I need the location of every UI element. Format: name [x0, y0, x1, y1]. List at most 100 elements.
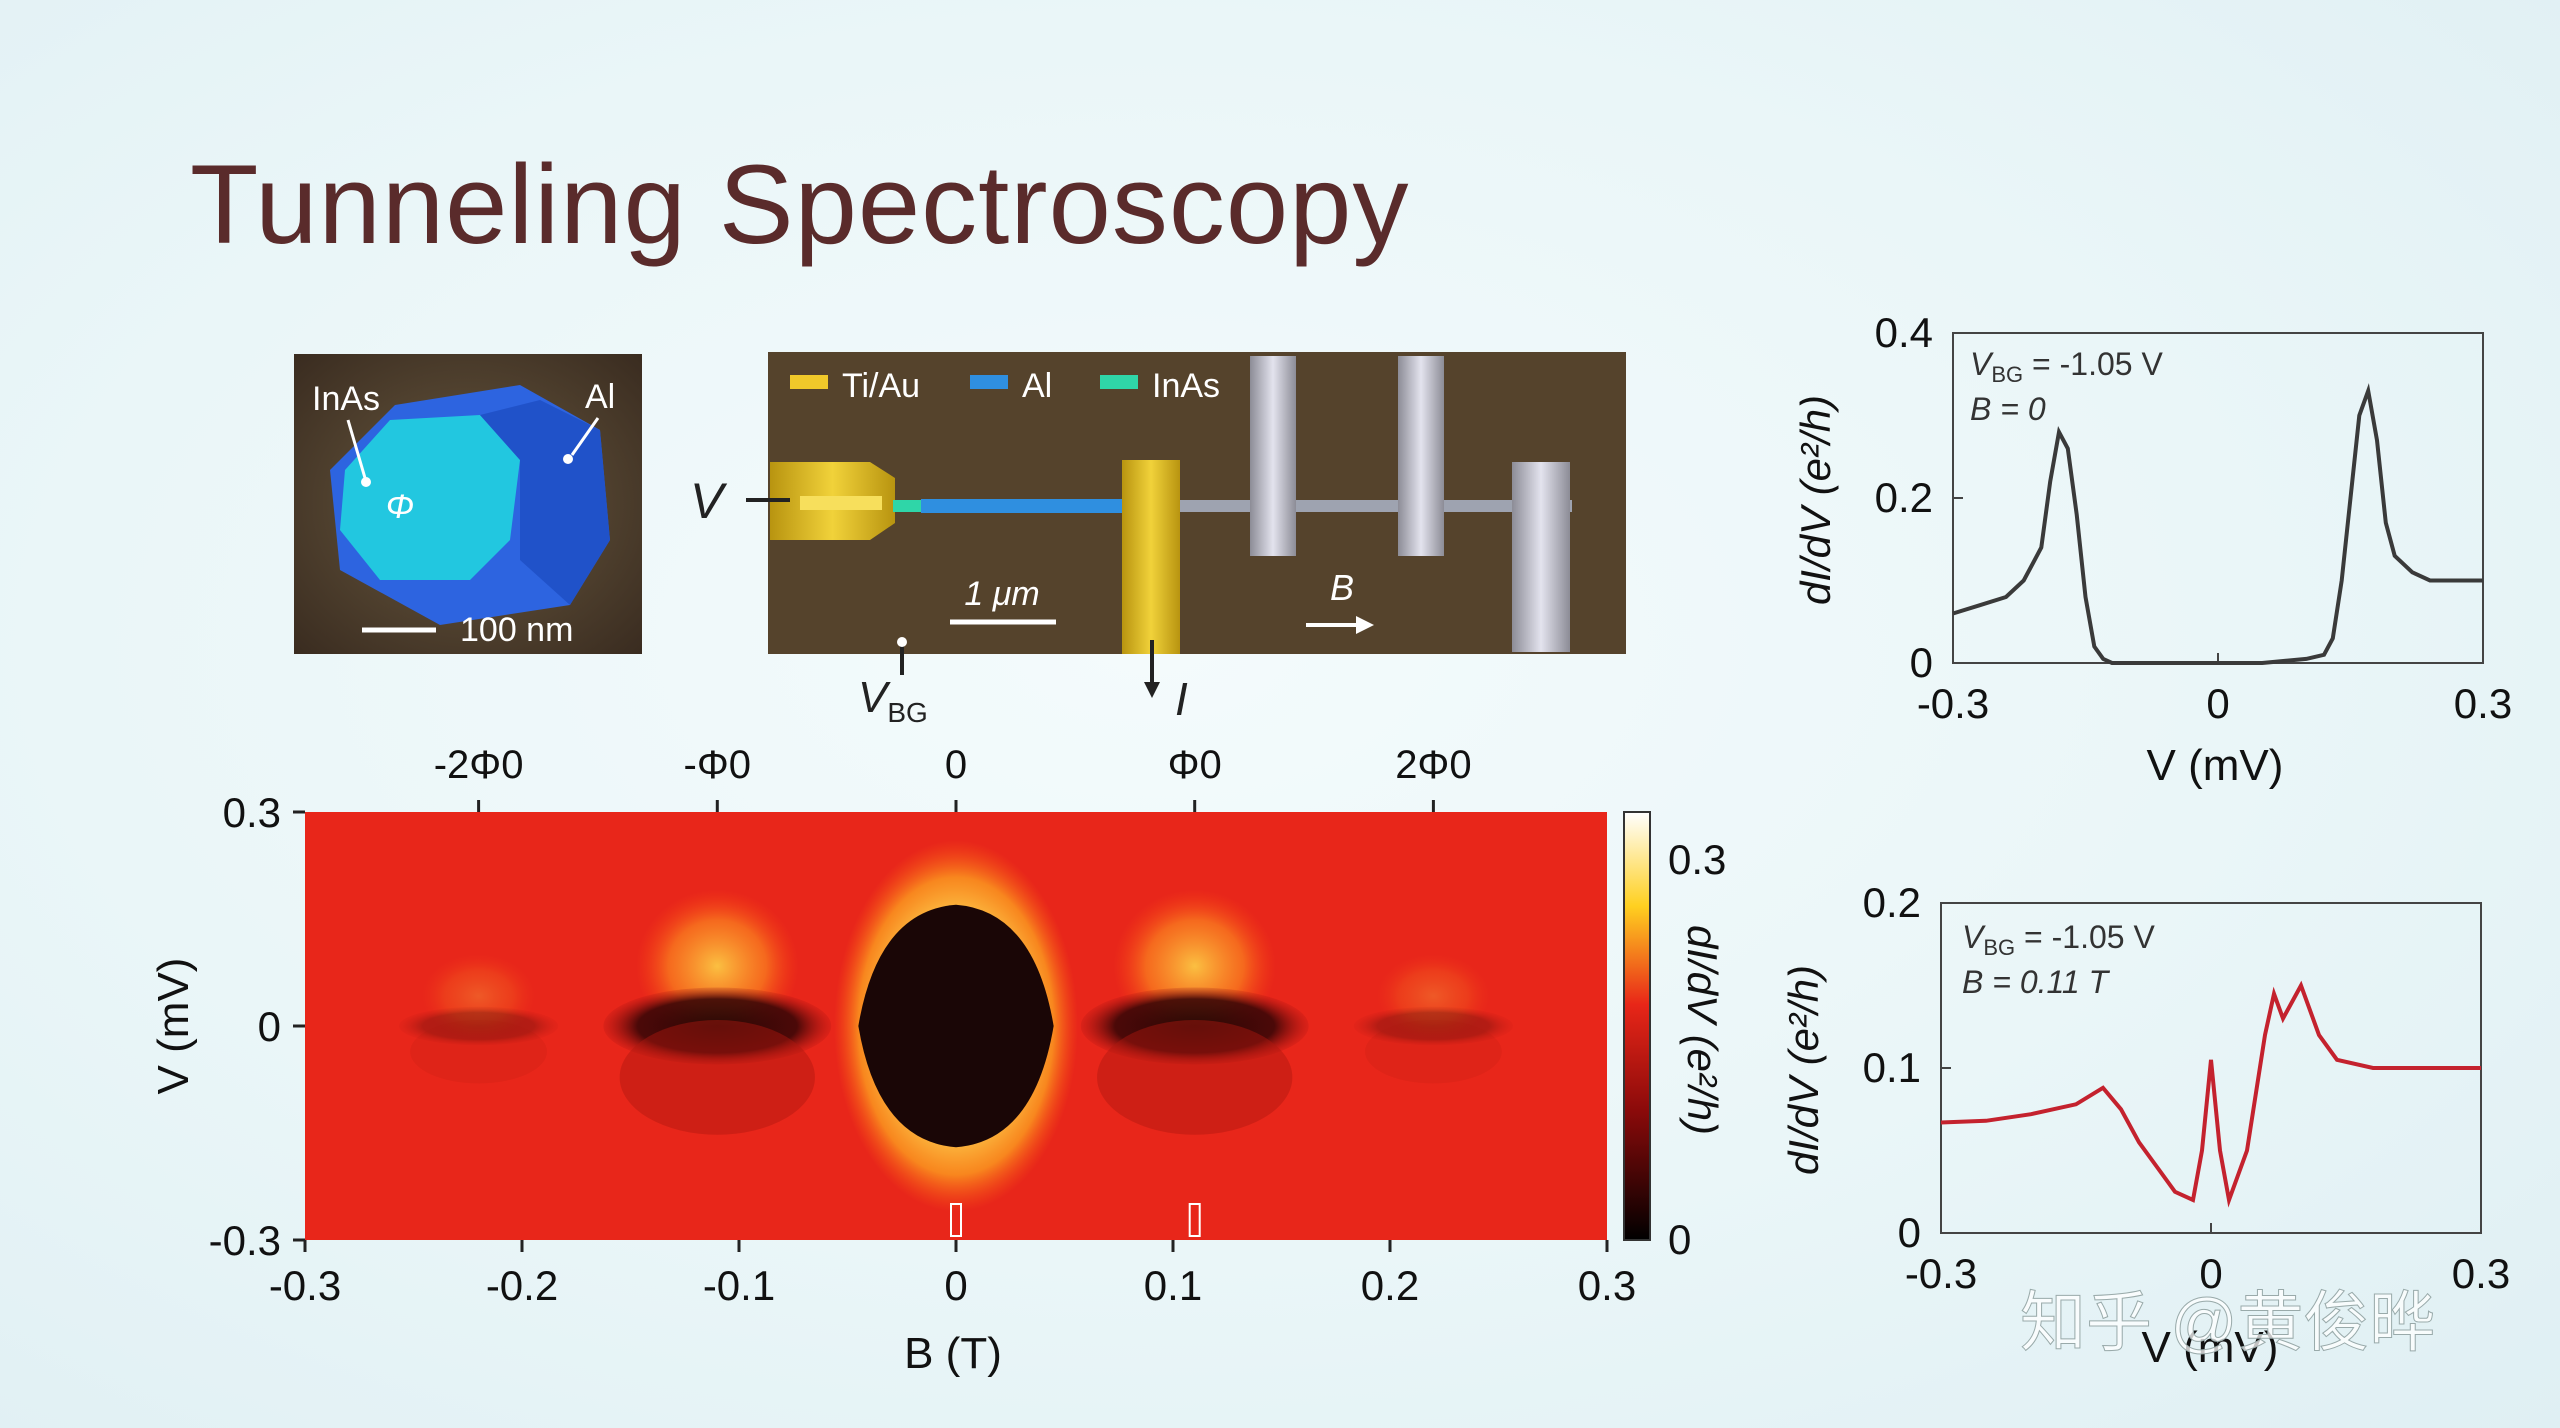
inas-core [340, 415, 520, 580]
line-ytick-label: 0.1 [1863, 1044, 1921, 1091]
heatmap-markers [950, 1203, 1201, 1237]
heatmap-lobe-dark [398, 1006, 559, 1046]
scale-bar-1um-label: 1 μm [964, 575, 1039, 613]
colorbar-tick-min: 0 [1668, 1216, 1691, 1263]
legend-label-tiau: Ti/Au [842, 367, 920, 405]
heatmap-lobe-lower [410, 1020, 547, 1084]
annotation-value: = -1.05 V [2023, 346, 2163, 382]
al-label: Al [585, 378, 615, 416]
line-xtick-label: 0 [2206, 680, 2229, 727]
heatmap-lobe-lower [1365, 1020, 1502, 1084]
colorbar-tick-max: 0.3 [1668, 836, 1726, 883]
heatmap-lobe-lower [1097, 1020, 1293, 1135]
nanowire-cross-section-image: Φ InAs Al 100 nm [294, 354, 642, 654]
heatmap-xtick-label: -0.3 [269, 1262, 341, 1309]
line-ytick-label: 0 [1898, 1209, 1921, 1256]
heatmap-lobe-dark [1353, 1006, 1514, 1046]
annotation-v: V [1970, 346, 1994, 382]
backgate-label-v: V [858, 673, 891, 722]
annotation-v: V [1962, 919, 1986, 955]
line-ytick-label: 0 [1910, 639, 1933, 686]
line-ytick-label: 0.2 [1863, 879, 1921, 926]
backgate-dot [897, 637, 907, 647]
backgate-label: VBG [858, 673, 928, 728]
inas-pointer [346, 419, 367, 479]
line-chart-zero-field-ticks: -0.3 0 0.300.20.4 [1875, 309, 2513, 727]
line-chart-zero-field: -0.3 0 0.300.20.4 VBG = -1.05 V B = 0 V (m… [1792, 309, 2512, 790]
heatmap-ytick-label: 0 [258, 1003, 281, 1050]
drain-probe-lead [1122, 460, 1180, 654]
line-chart-finite-field-xlabel: V (mV) [2142, 1323, 2279, 1372]
line-xtick-label: -0.3 [1917, 680, 1989, 727]
heatmap-lobe-gap [858, 904, 1054, 1148]
field-direction-label: B [1330, 567, 1354, 608]
field-direction-arrowhead [1356, 616, 1374, 634]
heatmap-xtick-label: 0.1 [1144, 1262, 1202, 1309]
heatmap-xtick-label: 0.3 [1578, 1262, 1636, 1309]
line-chart-finite-field-annotation-1: VBG = -1.05 V [1962, 919, 2155, 960]
device-image: Ti/Au Al InAs 1 μm B [768, 352, 1626, 654]
legend-swatch-inas [1100, 375, 1138, 389]
heatmap-top-tick-label: 0 [945, 743, 967, 787]
heatmap-axis-ticks: -0.3 -0.2 -0.1 0 0.1 0.2 0.3 -0.3 0 0.3 -2Φ0 -Φ0 0 Φ0… [209, 743, 1637, 1309]
heatmap-xtick-label: 0 [944, 1262, 967, 1309]
voltage-probe-label: V [690, 473, 728, 529]
inas-pointer-dot [361, 477, 371, 487]
slide-title: Tunneling Spectroscopy [190, 142, 1410, 267]
heatmap-ylabel: V (mV) [149, 958, 198, 1095]
source-lead-tip [800, 496, 882, 510]
line-chart-zero-field-ylabel: dI/dV (e²/h) [1792, 395, 1839, 605]
line-chart-zero-field-annotation-2: B = 0 [1970, 391, 2046, 427]
line-chart-zero-field-series [1952, 383, 2483, 665]
colorbar [1623, 811, 1651, 1241]
colorbar-label: dI/dV (e²/h) [1679, 925, 1726, 1135]
inas-segment-left [893, 500, 921, 512]
heatmap-top-tick-label: -Φ0 [684, 743, 751, 787]
legend-swatch-al [970, 375, 1008, 389]
backgate-label-sub: BG [887, 697, 927, 728]
line-chart-finite-field-annotation-2: B = 0.11 T [1962, 964, 2111, 1000]
line-ytick-label: 0.2 [1875, 474, 1933, 521]
line-xtick-label: -0.3 [1905, 1250, 1977, 1297]
line-chart-finite-field-ticks: -0.3 0 0.300.10.2 [1863, 879, 2511, 1297]
grey-contact-1 [1250, 356, 1296, 556]
heatmap-ytick-label: 0.3 [223, 789, 281, 836]
al-shell-side [480, 400, 610, 605]
line-xtick-label: 0.3 [2454, 680, 2512, 727]
current-arrowhead [1144, 682, 1160, 698]
line-chart-zero-field-xlabel: V (mV) [2147, 741, 2284, 790]
line-xtick-label: 0.3 [2452, 1250, 2510, 1297]
grey-contact-2 [1398, 356, 1444, 556]
phi-label: Φ [386, 488, 414, 526]
heatmap-top-tick-label: -2Φ0 [434, 743, 524, 787]
heatmap-chart: -0.3 -0.2 -0.1 0 0.1 0.2 0.3 -0.3 0 0.3 -2Φ0 -Φ0 0 Φ0… [149, 743, 1726, 1378]
heatmap-marker [950, 1203, 962, 1237]
heatmap-xlabel: B (T) [904, 1329, 1002, 1378]
heatmap-lobe-dark [1080, 987, 1309, 1065]
al-pointer-dot [563, 454, 573, 464]
heatmap-top-tick-label: 2Φ0 [1395, 743, 1471, 787]
al-pointer [570, 417, 600, 456]
line-chart-finite-field: -0.3 0 0.300.10.2 VBG = -1.05 V B = 0.11 T… [1780, 879, 2510, 1372]
line-xtick-label: 0 [2199, 1250, 2222, 1297]
legend-label-inas: InAs [1152, 367, 1220, 405]
annotation-bg: BG [1991, 362, 2023, 387]
grey-contact-3 [1512, 462, 1570, 652]
heatmap-ytick-label: -0.3 [209, 1217, 281, 1264]
line-chart-zero-field-annotation-1: VBG = -1.05 V [1970, 346, 2163, 387]
heatmap-lobe-dark [603, 987, 832, 1065]
scale-bar-100nm-label: 100 nm [460, 611, 573, 649]
heatmap-lobe-lower [619, 1020, 815, 1135]
al-segment [921, 499, 1126, 513]
line-ytick-label: 0.4 [1875, 309, 1933, 356]
heatmap-top-tick-label: Φ0 [1168, 743, 1222, 787]
watermark: 知乎 @黄俊晔 [2020, 1285, 2435, 1359]
legend-label-al: Al [1022, 367, 1052, 405]
line-chart-finite-field-ylabel: dI/dV (e²/h) [1780, 965, 1827, 1175]
heatmap-marker [1188, 1203, 1201, 1237]
annotation-value: = -1.05 V [2015, 919, 2155, 955]
heatmap-xtick-label: -0.2 [486, 1262, 558, 1309]
line-chart-finite-field-series [1940, 980, 2481, 1208]
